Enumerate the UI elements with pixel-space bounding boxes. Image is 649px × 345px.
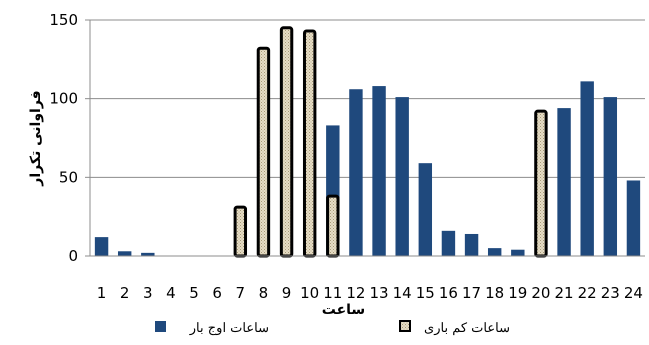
x-tick-label-20: 20 bbox=[531, 284, 550, 302]
x-tick-label-8: 8 bbox=[259, 284, 269, 302]
bar-peak-13 bbox=[372, 86, 386, 256]
x-tick-label-14: 14 bbox=[393, 284, 412, 302]
x-tick-label-22: 22 bbox=[578, 284, 597, 302]
x-tick-label-2: 2 bbox=[120, 284, 130, 302]
legend-swatch-low bbox=[399, 320, 411, 332]
y-axis-title: فراوانی تکرار bbox=[28, 90, 44, 186]
legend-label-low: ساعات کم باری bbox=[424, 321, 510, 336]
x-tick-label-21: 21 bbox=[555, 284, 574, 302]
y-tick-label-150: 150 bbox=[49, 11, 78, 29]
bar-low-10 bbox=[302, 29, 317, 258]
legend: ساعات اوج بار ساعات کم باری bbox=[155, 320, 510, 336]
x-tick-label-16: 16 bbox=[439, 284, 458, 302]
bar-peak-12 bbox=[349, 89, 363, 256]
x-tick-label-10: 10 bbox=[300, 284, 319, 302]
x-tick-label-24: 24 bbox=[624, 284, 643, 302]
bar-peak-23 bbox=[603, 97, 618, 257]
bar-low-8 bbox=[256, 46, 271, 258]
x-tick-label-3: 3 bbox=[143, 284, 153, 302]
x-tick-label-15: 15 bbox=[416, 284, 435, 302]
axes bbox=[85, 19, 645, 257]
legend-swatch-peak bbox=[155, 321, 166, 332]
x-tick-label-6: 6 bbox=[212, 284, 222, 302]
x-tick-labels: 1 2 3 4 5 6 7 8 9 10 11 12 13 14 15 16 17 18 19 20 21 22 23 24 bbox=[97, 284, 643, 302]
legend-label-peak: ساعات اوج بار bbox=[189, 321, 269, 336]
x-tick-label-12: 12 bbox=[346, 284, 365, 302]
bar-peak-17 bbox=[464, 233, 479, 256]
bar-peak-14 bbox=[395, 97, 409, 257]
x-tick-label-4: 4 bbox=[166, 284, 176, 302]
x-tick-label-17: 17 bbox=[462, 284, 481, 302]
bar-peak-18 bbox=[487, 248, 502, 256]
bar-peak-22 bbox=[580, 81, 594, 256]
x-tick-label-13: 13 bbox=[370, 284, 389, 302]
bar-peak-19 bbox=[511, 249, 525, 256]
bar-peak-2 bbox=[117, 251, 132, 256]
bar-peak-15 bbox=[418, 163, 433, 256]
x-tick-label-18: 18 bbox=[485, 284, 504, 302]
bar-low-20 bbox=[534, 109, 548, 258]
x-tick-label-19: 19 bbox=[508, 284, 527, 302]
y-tick-label-100: 100 bbox=[49, 90, 78, 108]
x-tick-label-1: 1 bbox=[97, 284, 107, 302]
bar-low-9 bbox=[279, 26, 294, 258]
bar-low-7 bbox=[233, 205, 248, 258]
x-tick-label-7: 7 bbox=[236, 284, 246, 302]
bars bbox=[94, 26, 641, 258]
grid-lines bbox=[90, 19, 645, 178]
bar-peak-24 bbox=[626, 180, 641, 256]
bar-low-11 bbox=[326, 194, 340, 258]
x-tick-label-5: 5 bbox=[189, 284, 199, 302]
x-axis-title: ساعت bbox=[322, 302, 365, 318]
bar-peak-16 bbox=[441, 230, 456, 256]
bar-peak-3 bbox=[141, 252, 155, 256]
y-tick-label-0: 0 bbox=[68, 247, 78, 265]
x-tick-label-11: 11 bbox=[323, 284, 342, 302]
bar-peak-1 bbox=[94, 237, 109, 256]
y-tick-label-50: 50 bbox=[59, 168, 78, 186]
bar-peak-21 bbox=[557, 108, 571, 257]
y-tick-labels: 0 50 100 150 bbox=[49, 11, 78, 265]
x-tick-label-9: 9 bbox=[282, 284, 292, 302]
x-tick-label-23: 23 bbox=[601, 284, 620, 302]
